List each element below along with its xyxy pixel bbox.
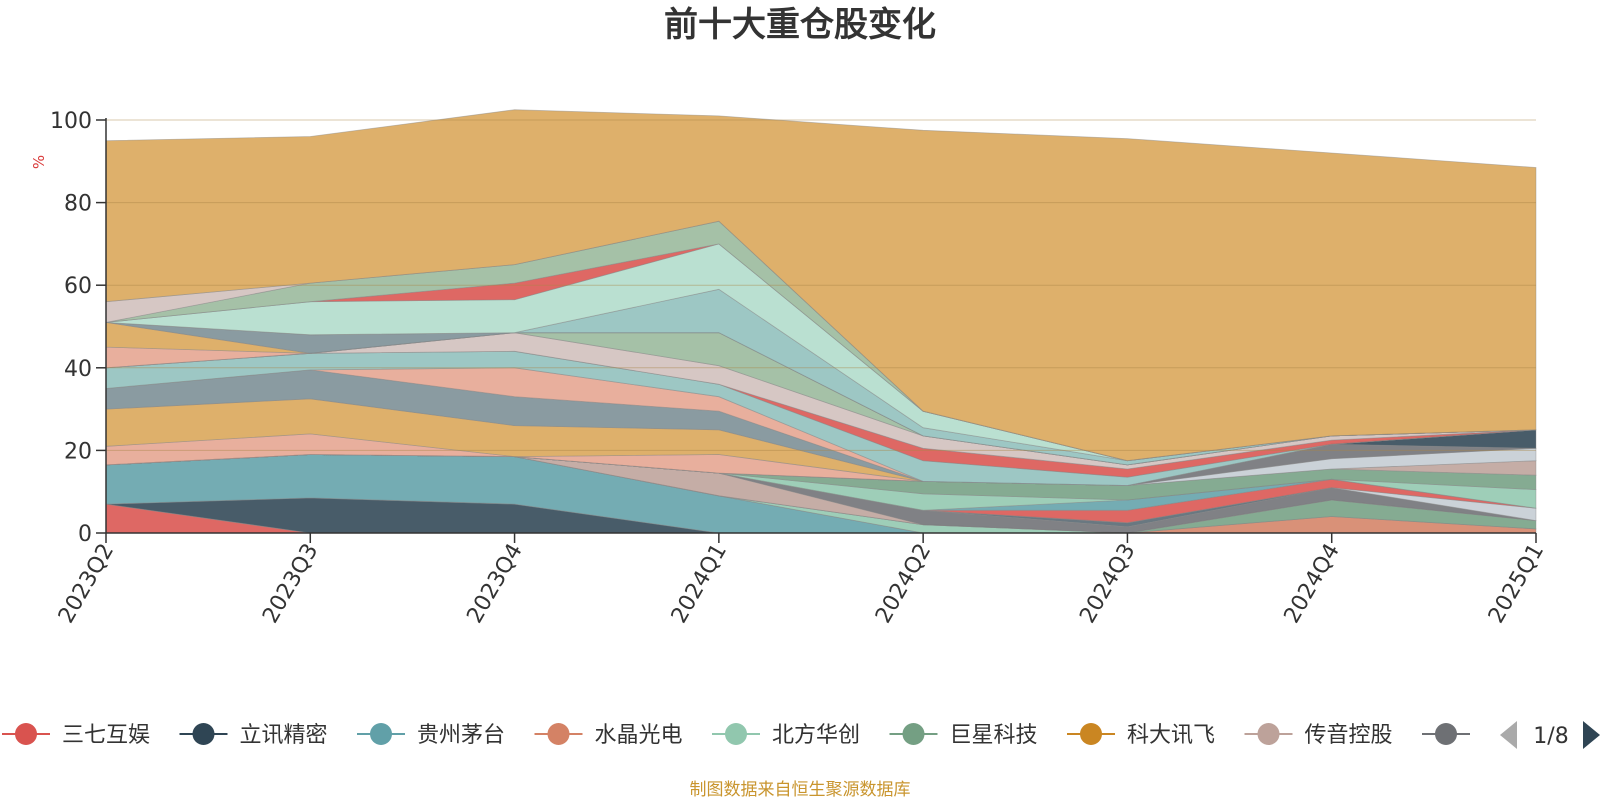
legend-item[interactable]: 立讯精密 [179,723,328,748]
legend-marker [1080,723,1102,745]
legend-marker [1435,723,1457,745]
series-area [105,109,1537,462]
legend-item[interactable]: 传音控股 [1244,723,1393,748]
x-tick-label: 2023Q3 [258,540,323,628]
legend-item[interactable]: 北方华创 [712,723,860,748]
source-note: 制图数据来自恒生聚源数据库 [690,780,911,800]
legend-label: 贵州茅台 [417,723,505,748]
legend-marker [902,723,925,745]
grid-lines [106,119,1536,451]
legend-items: 三七互娱 立讯精密 贵州茅台 水晶光电 北方华创 巨星科技 科大讯飞 传音控股 [2,723,1470,748]
legend-item[interactable]: 水晶光电 [534,723,683,748]
x-tick-label: 2023Q2 [54,540,119,628]
y-tick-label: 0 [78,522,92,547]
x-tick-label: 2024Q4 [1280,540,1345,628]
legend: 三七互娱 立讯精密 贵州茅台 水晶光电 北方华创 巨星科技 科大讯飞 传音控股 1/8 [2,721,1600,749]
x-tick-label: 2024Q2 [871,540,936,628]
legend-marker [547,723,570,745]
legend-label: 水晶光电 [595,723,683,748]
legend-item[interactable]: 科大讯飞 [1067,723,1215,748]
legend-marker [1257,723,1280,745]
legend-label: 北方华创 [772,723,860,748]
legend-label: 科大讯飞 [1127,723,1215,748]
y-tick-label: 80 [64,192,92,217]
x-tick-label: 2023Q4 [462,540,527,628]
x-tick-label: 2025Q1 [1484,540,1549,628]
x-tick-label: 2024Q1 [667,540,732,628]
legend-item[interactable]: 贵州茅台 [357,723,505,748]
legend-label: 三七互娱 [62,723,150,748]
y-tick-label: 40 [64,357,92,382]
triangle-left-icon[interactable] [1500,721,1517,749]
legend-label: 巨星科技 [950,723,1038,748]
legend-marker [15,723,37,745]
legend-marker [370,723,392,745]
y-tick-label: 100 [50,109,92,134]
legend-item[interactable]: 巨星科技 [889,723,1038,748]
legend-marker [192,723,215,745]
legend-label: 立讯精密 [240,723,328,748]
y-tick-label: 20 [64,439,92,464]
chart-title: 前十大重仓股变化 [664,5,936,45]
y-axis-unit: % [30,155,48,169]
legend-item[interactable]: 三七互娱 [2,723,150,748]
legend-label: 传音控股 [1305,723,1393,748]
legend-page-indicator: 1/8 [1533,724,1568,749]
triangle-right-icon[interactable] [1583,721,1600,749]
legend-marker [725,723,747,745]
y-tick-label: 60 [64,274,92,299]
x-tick-label: 2024Q3 [1075,540,1140,628]
plot-area [105,109,1537,534]
legend-item[interactable] [1422,723,1470,745]
